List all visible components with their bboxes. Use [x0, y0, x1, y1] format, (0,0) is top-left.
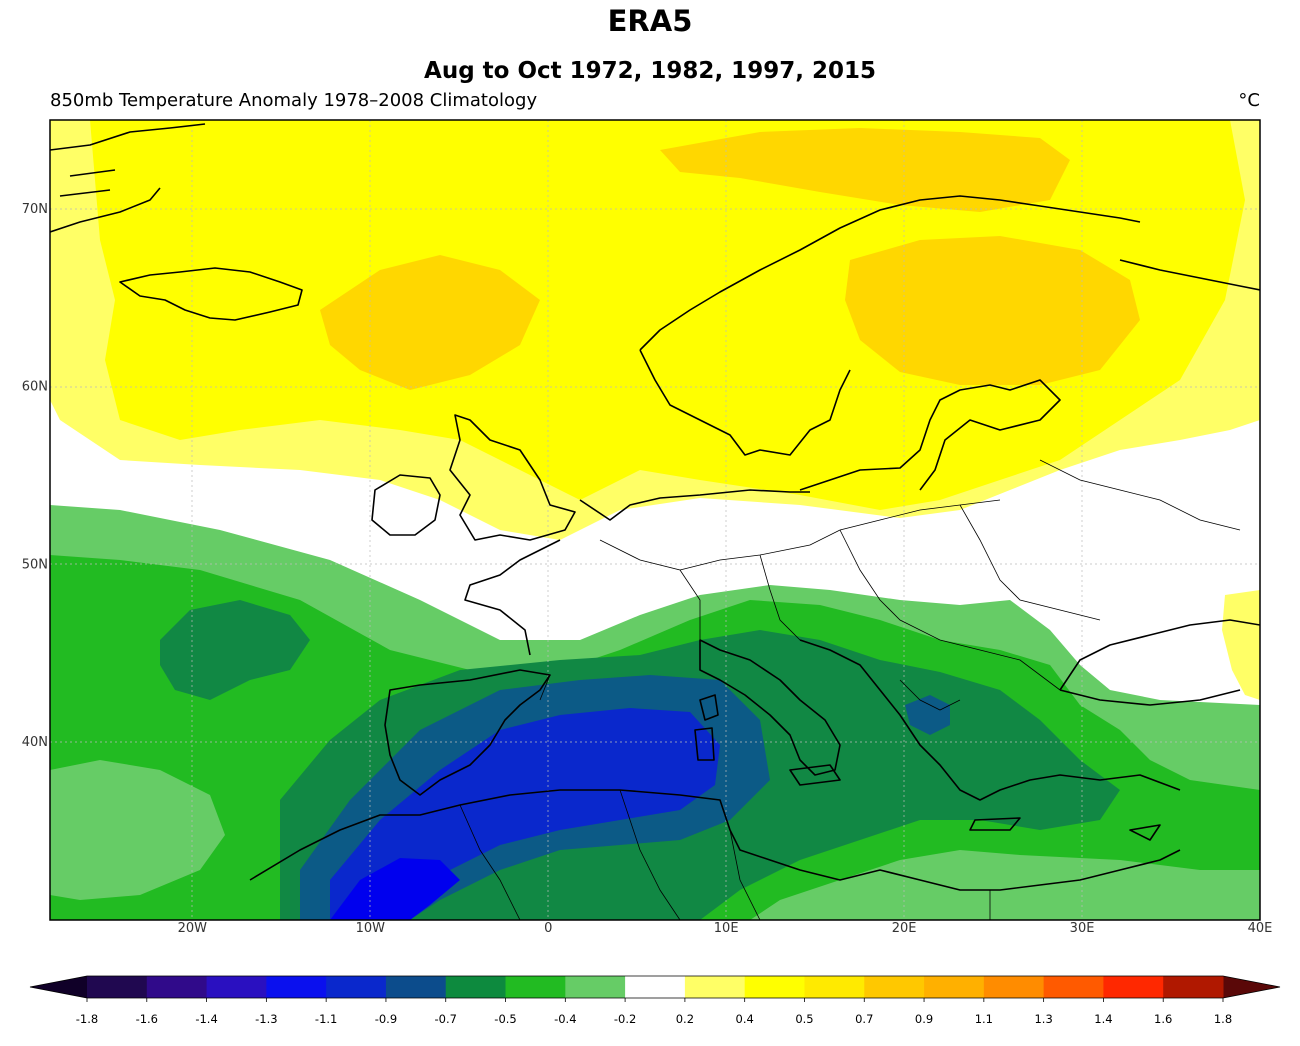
colorbar-tick-label: -0.7	[435, 1012, 457, 1026]
coastlines	[50, 123, 1260, 891]
lon-tick-label: 10W	[356, 921, 386, 936]
colorbar-segment	[804, 976, 865, 998]
colorbar-tick-label: -1.6	[136, 1012, 158, 1026]
iceland-coast	[119, 267, 303, 321]
lon-tick-label: 40E	[1248, 921, 1273, 936]
colorbar-tick-label: -1.1	[315, 1012, 337, 1026]
colorbar-segment	[565, 976, 626, 998]
colorbar-segment	[505, 976, 566, 998]
italy-coast	[699, 639, 841, 776]
islands-coast	[694, 694, 1161, 841]
colorbar-segment	[684, 976, 746, 998]
black-sea-coast	[1059, 619, 1260, 706]
lon-tick-label: 30E	[1070, 921, 1095, 936]
colorbar-segment	[924, 976, 985, 998]
latitude-ticks: 70N 60N 50N 40N	[22, 202, 48, 750]
colorbar-segment	[1163, 976, 1224, 998]
continent-coast	[464, 489, 810, 656]
colorbar-tick-label: 0.2	[676, 1012, 694, 1026]
colorbar-tick-label: -1.3	[255, 1012, 277, 1026]
warm-region	[90, 120, 1245, 510]
colorbar-tick-label: 0.9	[915, 1012, 933, 1026]
cold-strong-region	[330, 858, 460, 920]
units-label: °C	[1238, 90, 1260, 111]
colorbar-segment	[266, 976, 327, 998]
colorbar-segment	[1043, 976, 1104, 998]
lon-tick-label: 10E	[714, 921, 739, 936]
longitude-ticks: 20W 10W 0 10E 20E 30E 40E	[178, 921, 1273, 936]
greenland-coast	[50, 123, 206, 233]
colorbar-segment	[864, 976, 925, 998]
colorbar-segment	[206, 976, 267, 998]
map-frame	[49, 119, 1261, 921]
colorbar-tick-label: 1.3	[1034, 1012, 1052, 1026]
colorbar-segment	[445, 976, 507, 998]
britain-coast	[449, 414, 576, 541]
iberia-coast	[384, 669, 551, 796]
colorbar-segment	[983, 976, 1045, 998]
colorbar-segment	[385, 976, 447, 998]
variable-label: 850mb Temperature Anomaly 1978–2008 Clim…	[50, 90, 538, 111]
colorbar-segment	[326, 976, 387, 998]
lat-tick-label: 60N	[22, 380, 48, 395]
warm-strong-region	[320, 255, 540, 390]
balkans-coast	[799, 639, 1181, 801]
colorbar-tick-label: 1.8	[1214, 1012, 1232, 1026]
colorbar-tick-label: -0.4	[554, 1012, 576, 1026]
colorbar-tick-label: -1.4	[195, 1012, 217, 1026]
lon-tick-label: 20E	[892, 921, 917, 936]
cool-strong-region	[160, 600, 310, 700]
colorbar-tick-label: -0.9	[375, 1012, 397, 1026]
lat-tick-label: 40N	[22, 735, 48, 750]
lon-tick-label: 0	[544, 921, 552, 936]
warm-strong-region	[845, 236, 1140, 385]
colorbar-segment	[625, 976, 686, 998]
gridlines	[50, 120, 1260, 920]
colorbar-tick-label: -1.8	[76, 1012, 98, 1026]
colorbar-tick-label: 0.7	[855, 1012, 873, 1026]
colorbar-segment	[146, 976, 208, 998]
africa-coast	[249, 789, 1181, 891]
colorbar-tick-label: 0.4	[736, 1012, 754, 1026]
colorbar-tick-label: -0.2	[614, 1012, 636, 1026]
map-subtitle: Aug to Oct 1972, 1982, 1997, 2015	[424, 58, 876, 84]
anomaly-field	[50, 120, 1260, 920]
baltic-coast	[799, 379, 1061, 491]
warm-region-east	[1222, 590, 1260, 700]
colorbar-segment	[87, 976, 148, 998]
lon-tick-label: 20W	[178, 921, 208, 936]
lat-tick-label: 50N	[22, 557, 48, 572]
ireland-coast	[371, 474, 441, 536]
colorbar-tick-label: -0.5	[494, 1012, 516, 1026]
map-title: ERA5	[607, 4, 693, 38]
colorbar-extend-min	[30, 976, 87, 998]
colorbar-tick-label: 1.6	[1154, 1012, 1172, 1026]
colorbar-extend-max	[1223, 976, 1280, 998]
colorbar-tick-label: 0.5	[795, 1012, 813, 1026]
colorbar-segment	[1103, 976, 1164, 998]
colorbar-segment	[744, 976, 805, 998]
scandinavia-coast	[639, 195, 1260, 456]
country-borders	[459, 459, 1241, 920]
cool-light-patch	[50, 760, 225, 900]
lat-tick-label: 70N	[22, 202, 48, 217]
colorbar-tick-label: 1.4	[1094, 1012, 1112, 1026]
colorbar-tick-label: 1.1	[975, 1012, 993, 1026]
warm-strong-region	[660, 128, 1070, 212]
cold-teal-patch	[905, 695, 950, 735]
colorbar: -1.8 -1.6 -1.4 -1.3 -1.1 -0.9 -0.7 -0.5 -0.4 -0.2…	[29, 975, 1281, 1026]
